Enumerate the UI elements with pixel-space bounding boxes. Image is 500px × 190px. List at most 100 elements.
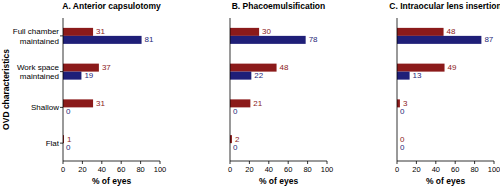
data-label: 21 xyxy=(253,99,262,108)
x-tick xyxy=(494,161,495,164)
x-tick-label: 80 xyxy=(470,165,478,174)
chart-root: A. Anterior capsulotomy OVD characteristi… xyxy=(0,0,500,190)
bar xyxy=(63,28,93,36)
x-tick-label: 100 xyxy=(154,165,167,174)
x-tick xyxy=(307,161,308,164)
category-label: Shallow xyxy=(31,103,59,112)
category-label-line: Work space xyxy=(17,63,60,72)
bar xyxy=(230,72,251,80)
y-axis-label: OVD characteristics xyxy=(1,49,11,130)
bar xyxy=(397,72,410,80)
x-tick xyxy=(416,161,417,164)
category-label-line: Flat xyxy=(46,139,60,148)
x-axis-line xyxy=(397,161,494,162)
chart-svg: A. Anterior capsulotomy OVD characteristi… xyxy=(0,0,500,190)
data-label: 0 xyxy=(233,143,238,152)
category-label: Work spacemaintained xyxy=(17,63,60,82)
y-axis-line xyxy=(230,18,231,161)
x-tick xyxy=(230,161,231,164)
panel: A. Anterior capsulotomy OVD characteristi… xyxy=(1,1,166,186)
data-label: 13 xyxy=(413,71,422,80)
x-tick-label: 80 xyxy=(136,165,144,174)
x-tick-label: 0 xyxy=(228,165,232,174)
data-label: 31 xyxy=(96,99,105,108)
y-tick xyxy=(60,143,63,144)
data-label: 48 xyxy=(447,27,456,36)
x-tick-label: 0 xyxy=(61,165,65,174)
panel-title: C. Intraocular lens insertion xyxy=(389,1,500,11)
category-label: Full chambermaintained xyxy=(13,27,60,46)
data-label: 22 xyxy=(254,71,263,80)
bar xyxy=(230,36,306,44)
category-label-line: maintained xyxy=(20,72,59,81)
x-tick-label: 40 xyxy=(265,165,273,174)
data-label: 0 xyxy=(400,143,405,152)
y-tick xyxy=(60,71,63,72)
data-label: 78 xyxy=(309,35,318,44)
x-axis-line xyxy=(230,161,327,162)
x-tick xyxy=(435,161,436,164)
category-label: Flat xyxy=(46,139,60,148)
x-axis-line xyxy=(63,161,160,162)
bar xyxy=(63,36,142,44)
data-label: 87 xyxy=(484,35,493,44)
data-label: 81 xyxy=(145,35,154,44)
data-label: 19 xyxy=(84,71,93,80)
panel: C. Intraocular lens insertion48493087130… xyxy=(389,1,500,186)
x-tick xyxy=(455,161,456,164)
data-label: 30 xyxy=(262,27,271,36)
data-label: 48 xyxy=(280,63,289,72)
x-tick-label: 60 xyxy=(117,165,125,174)
y-axis-line xyxy=(63,18,64,161)
x-tick-label: 20 xyxy=(245,165,253,174)
bars xyxy=(397,28,481,108)
bars xyxy=(230,28,306,143)
category-label-line: Full chamber xyxy=(13,27,60,36)
x-tick xyxy=(160,161,161,164)
data-labels: 484930871300 xyxy=(400,27,494,151)
x-tick-label: 20 xyxy=(412,165,420,174)
x-tick-label: 40 xyxy=(432,165,440,174)
x-tick-label: 80 xyxy=(303,165,311,174)
bar xyxy=(230,64,277,72)
x-tick-label: 100 xyxy=(321,165,334,174)
y-tick xyxy=(60,35,63,36)
x-tick xyxy=(101,161,102,164)
data-labels: 3048212782200 xyxy=(233,27,318,151)
panel-title: B. Phacoemulsification xyxy=(232,1,326,11)
x-tick xyxy=(268,161,269,164)
x-tick-label: 0 xyxy=(395,165,399,174)
data-label: 0 xyxy=(66,143,71,152)
x-tick-label: 40 xyxy=(98,165,106,174)
x-tick xyxy=(249,161,250,164)
data-label: 0 xyxy=(233,107,238,116)
y-tick xyxy=(60,107,63,108)
x-tick-label: 60 xyxy=(451,165,459,174)
data-label: 0 xyxy=(400,107,405,116)
data-labels: 3137311811900 xyxy=(66,27,154,151)
x-axis-label: % of eyes xyxy=(426,176,465,186)
y-axis-line xyxy=(397,18,398,161)
panel: B. Phacoemulsification304821278220002040… xyxy=(228,1,333,186)
x-tick xyxy=(121,161,122,164)
x-tick xyxy=(140,161,141,164)
x-tick-label: 100 xyxy=(488,165,500,174)
x-tick xyxy=(82,161,83,164)
x-tick xyxy=(63,161,64,164)
panel-title: A. Anterior capsulotomy xyxy=(62,1,161,11)
bar xyxy=(397,36,481,44)
data-label: 37 xyxy=(102,63,111,72)
x-tick-label: 20 xyxy=(78,165,86,174)
x-axis-label: % of eyes xyxy=(259,176,298,186)
bars xyxy=(63,28,142,143)
bar xyxy=(63,72,81,80)
bar xyxy=(63,64,99,72)
bar xyxy=(397,28,444,36)
x-tick xyxy=(327,161,328,164)
x-tick xyxy=(288,161,289,164)
category-label-line: maintained xyxy=(20,37,59,46)
data-label: 49 xyxy=(448,63,457,72)
bar xyxy=(230,28,259,36)
category-label-line: Shallow xyxy=(31,103,59,112)
x-tick xyxy=(474,161,475,164)
